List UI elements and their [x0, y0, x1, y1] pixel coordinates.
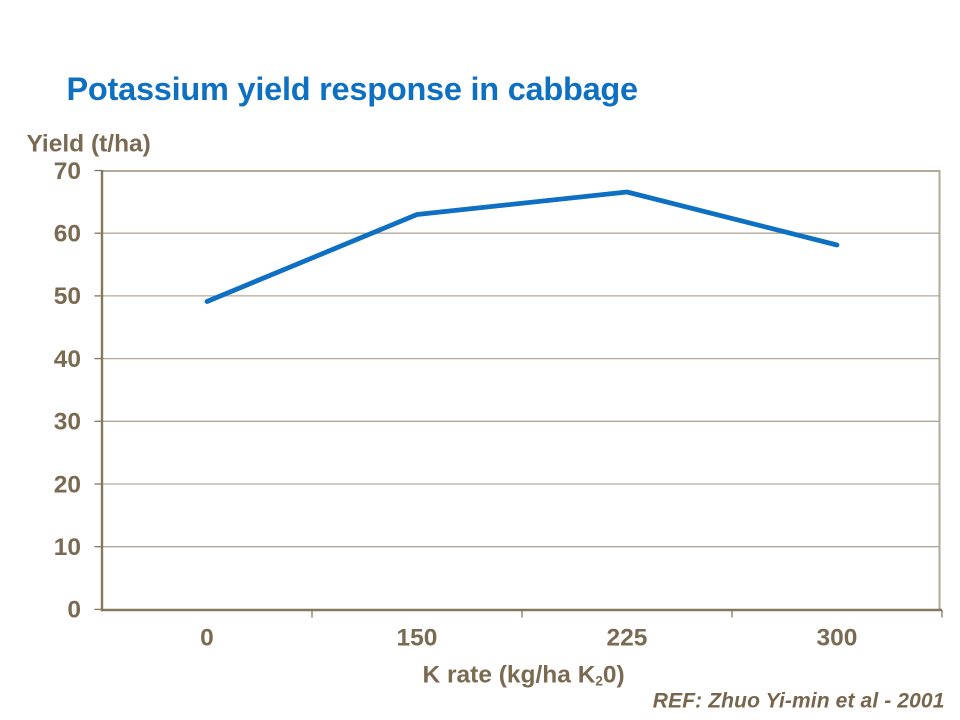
- svg-text:10: 10: [54, 534, 81, 561]
- svg-text:30: 30: [54, 409, 81, 436]
- svg-text:REF: Zhuo Yi-min et al - 2001: REF: Zhuo Yi-min et al - 2001: [653, 690, 945, 713]
- svg-text:0: 0: [67, 597, 81, 624]
- svg-text:Yield (t/ha): Yield (t/ha): [27, 131, 151, 158]
- svg-text:225: 225: [607, 625, 648, 652]
- svg-text:50: 50: [54, 283, 81, 310]
- svg-text:K rate (kg/ha K20): K rate (kg/ha K20): [423, 662, 625, 689]
- svg-text:0: 0: [200, 625, 214, 652]
- svg-text:Potassium yield response in ca: Potassium yield response in cabbage: [67, 71, 638, 107]
- svg-text:60: 60: [54, 221, 81, 248]
- svg-text:300: 300: [817, 625, 858, 652]
- svg-text:20: 20: [54, 471, 81, 498]
- svg-text:40: 40: [54, 346, 81, 373]
- svg-text:150: 150: [397, 625, 438, 652]
- svg-text:70: 70: [54, 158, 81, 185]
